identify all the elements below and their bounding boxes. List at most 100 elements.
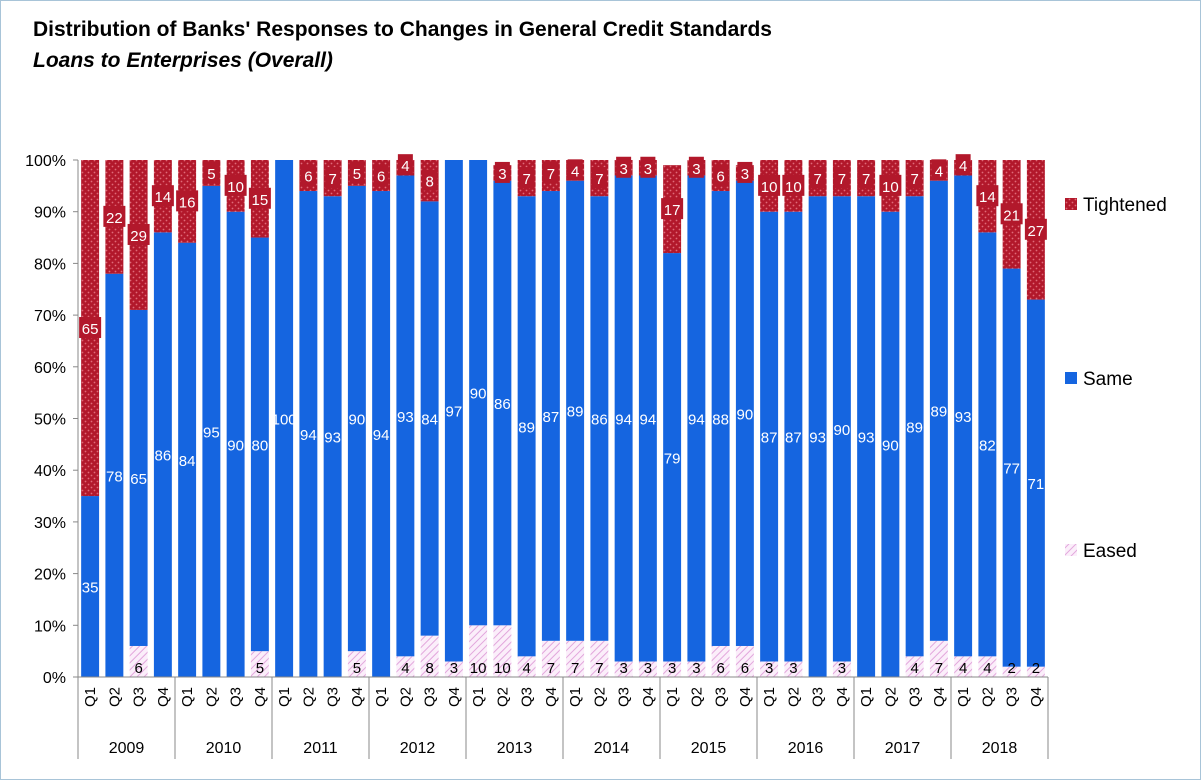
- data-label-tightened: 27: [1028, 223, 1045, 240]
- bar-eased: [614, 661, 633, 677]
- data-label-same: 82: [979, 437, 996, 454]
- data-label-box-tightened: [737, 161, 753, 183]
- bar-eased: [541, 640, 560, 677]
- data-label-box-tightened: [543, 161, 559, 183]
- data-label-box-tightened: [591, 167, 607, 189]
- data-label-tightened: 65: [82, 321, 99, 338]
- data-label-same: 93: [858, 430, 875, 447]
- data-label-tightened: 7: [328, 171, 336, 188]
- data-label-tightened: 7: [595, 171, 603, 188]
- data-label-same: 94: [640, 412, 657, 429]
- bar-same: [444, 160, 463, 662]
- data-label-eased: 7: [595, 660, 603, 677]
- data-label-tightened: 5: [353, 166, 361, 183]
- legend-label-eased: Eased: [1083, 541, 1137, 562]
- data-label-same: 89: [567, 404, 584, 421]
- bar-eased: [1026, 666, 1045, 677]
- data-label-box-tightened: [907, 167, 923, 189]
- bar-eased: [396, 656, 415, 677]
- data-label-box-tightened: [713, 164, 729, 186]
- data-label-eased: 6: [741, 660, 749, 677]
- bar-same: [687, 175, 706, 662]
- bar-same: [614, 175, 633, 662]
- data-label-box-tightened: [422, 169, 438, 191]
- data-label-same: 86: [155, 448, 172, 465]
- data-label-tightened: 7: [813, 171, 821, 188]
- data-label-same: 88: [712, 412, 729, 429]
- bar-same: [81, 496, 100, 677]
- x-tick-label-quarter: Q3: [1004, 687, 1021, 707]
- data-label-same: 90: [834, 422, 851, 439]
- legend-swatch-same: [1065, 372, 1077, 384]
- x-tick-label-quarter: Q2: [300, 687, 317, 707]
- data-label-box-tightened: [373, 164, 389, 186]
- x-tick-label-quarter: Q2: [688, 687, 705, 707]
- x-tick-label-year: 2012: [400, 740, 436, 757]
- y-tick-label: 100%: [25, 153, 66, 170]
- data-label-tightened: 4: [935, 163, 943, 180]
- data-label-box-tightened: [300, 164, 316, 186]
- x-tick-label-quarter: Q4: [737, 687, 754, 707]
- data-label-box-tightened: [810, 167, 826, 189]
- y-tick-label: 30%: [34, 515, 66, 532]
- data-label-tightened: 3: [741, 166, 749, 183]
- data-label-tightened: 10: [761, 179, 778, 196]
- bar-same: [347, 185, 366, 652]
- data-label-same: 90: [349, 412, 366, 429]
- bar-same: [469, 160, 488, 626]
- x-tick-label-quarter: Q3: [907, 687, 924, 707]
- x-tick-label-quarter: Q1: [82, 687, 99, 707]
- data-label-eased: 3: [668, 660, 676, 677]
- bar-eased: [517, 656, 536, 677]
- data-label-eased: 7: [571, 660, 579, 677]
- data-label-tightened: 4: [401, 158, 409, 175]
- data-label-box-tightened: [79, 317, 102, 339]
- x-tick-label-quarter: Q4: [834, 687, 851, 707]
- bar-same: [299, 191, 318, 677]
- bar-eased: [420, 635, 439, 677]
- x-tick-label-quarter: Q2: [785, 687, 802, 707]
- data-label-box-tightened: [248, 187, 271, 209]
- x-tick-label-quarter: Q1: [858, 687, 875, 707]
- bar-same: [178, 242, 197, 677]
- x-tick-label-year: 2016: [788, 740, 824, 757]
- data-label-tightened: 3: [692, 161, 700, 178]
- data-label-same: 87: [543, 409, 560, 426]
- data-label-tightened: 6: [377, 169, 385, 186]
- x-tick-label-quarter: Q3: [422, 687, 439, 707]
- data-label-box-tightened: [1000, 203, 1023, 225]
- data-label-eased: 7: [935, 660, 943, 677]
- data-label-same: 97: [446, 404, 463, 421]
- bar-same: [493, 180, 512, 626]
- bar-eased: [250, 651, 269, 677]
- data-label-box-tightened: [494, 161, 510, 183]
- data-label-box-tightened: [127, 223, 150, 245]
- x-tick-label-quarter: Q4: [1028, 687, 1045, 707]
- data-label-same: 94: [615, 412, 632, 429]
- x-tick-label-quarter: Q2: [882, 687, 899, 707]
- data-label-eased: 4: [401, 660, 409, 677]
- data-label-eased: 4: [522, 660, 530, 677]
- x-tick-label-year: 2017: [885, 740, 921, 757]
- data-label-box-tightened: [661, 198, 684, 220]
- x-tick-label-year: 2013: [497, 740, 533, 757]
- x-tick-label-quarter: Q1: [761, 687, 778, 707]
- data-label-eased: 4: [959, 660, 967, 677]
- bar-eased: [905, 656, 924, 677]
- x-tick-label-quarter: Q4: [446, 687, 463, 707]
- x-tick-label-quarter: Q3: [228, 687, 245, 707]
- bar-same: [929, 180, 948, 641]
- data-label-box-tightened: [567, 159, 583, 181]
- data-label-same: 90: [470, 386, 487, 403]
- data-label-same: 87: [761, 430, 778, 447]
- data-label-tightened: 10: [227, 179, 244, 196]
- data-label-same: 80: [252, 437, 269, 454]
- data-label-box-tightened: [224, 174, 247, 196]
- bar-same: [857, 196, 876, 677]
- data-label-same: 90: [882, 437, 899, 454]
- y-tick-label: 60%: [34, 360, 66, 377]
- bar-same: [275, 160, 294, 677]
- bar-same: [760, 211, 779, 662]
- data-label-eased: 10: [470, 660, 487, 677]
- data-label-tightened: 7: [862, 171, 870, 188]
